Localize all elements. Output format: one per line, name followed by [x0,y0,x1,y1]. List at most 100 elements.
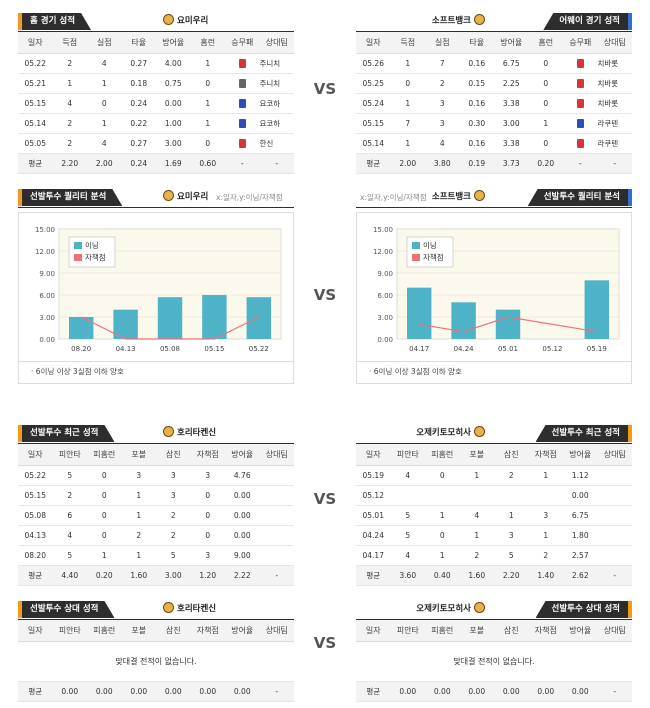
table-cell: 4 [52,93,87,114]
table-cell: 0 [190,505,225,526]
table-cell: 4 [87,53,122,74]
average-cell: 0.00 [459,681,494,702]
table-cell: 치바롯 [597,53,632,74]
average-cell: 0.00 [225,681,260,702]
team-name: 호리타켄신 [160,601,216,618]
column-header: 삼진 [494,444,529,466]
average-cell: 0.00 [156,681,191,702]
column-header: 일자 [18,32,53,54]
loss-indicator-icon [576,98,584,108]
table-cell: 0.16 [459,133,494,154]
innings-bar [584,280,610,339]
legend-swatch [74,254,82,261]
panel-title: 선발투수 최근 성적 [535,425,632,442]
x-tick-label: 05.01 [498,345,518,353]
table-cell: 1 [425,545,460,566]
team-name: 호리타켄신 [160,425,216,442]
table-row: 04.24 5 0 1 3 1 1.80 [356,525,632,546]
table-cell: 0.24 [121,93,156,114]
table-cell: 4.00 [156,53,191,74]
table-cell: 05.22 [18,53,53,74]
average-cell: 3.60 [390,565,425,586]
table-cell: 0 [87,485,122,506]
chart-footnote: · 6이닝 이상 3실점 이하 양호 [356,362,632,384]
average-cell: - [225,153,260,174]
average-cell: 0.00 [563,681,598,702]
table-cell [528,485,563,506]
pitcher-vs-left: 선발투수 상대 성적 호리타켄신 일자 피안타 피홈런 포볼 삼진 자책점 방어율 상대팀 맞대… [18,598,294,702]
average-cell: 0.20 [528,153,563,174]
table-cell: 05.25 [356,73,391,94]
vs-label: VS [313,634,337,652]
x-tick-label: 05.12 [542,345,562,353]
home-record-table: 일자 득점 실점 타율 방어율 홈런 승무패 상대팀 05.22 2 4 0.27 4.00 1 주니치 05… [18,32,294,174]
table-cell: 1 [87,73,122,94]
home-record-panel: 홈 경기 성적 요미우리 일자 득점 실점 타율 방어율 홈런 승무패 상대팀 05.22 2 4 0… [18,10,294,174]
column-header: 피안타 [390,620,425,642]
chart-footnote: · 6이닝 이상 3실점 이하 양호 [18,362,294,384]
y-tick-label: 6.00 [377,292,393,300]
table-cell [459,485,494,506]
innings-bar [113,309,138,339]
column-header: 상대팀 [597,620,632,642]
table-cell: 4 [87,133,122,154]
average-cell: 평균 [18,565,53,586]
team-logo-icon [163,14,174,25]
column-header: 삼진 [156,620,191,642]
table-cell [225,133,260,154]
average-cell: 2.62 [563,565,598,586]
legend-label: 이닝 [85,240,99,250]
table-cell: 2 [52,113,87,134]
win-indicator-icon [576,118,584,128]
table-cell: 5 [52,465,87,486]
column-header: 타율 [121,32,156,54]
team-logo-icon [163,190,174,201]
average-cell: - [597,153,632,174]
team-logo-icon [474,426,485,437]
table-cell: 2 [52,485,87,506]
average-row: 평균 2.20 2.00 0.24 1.69 0.60- - [18,153,294,174]
average-cell: 3.73 [494,153,529,174]
average-row: 평균 0.00 0.00 0.00 0.00 0.00 0.00- [18,681,294,702]
average-cell: 0.00 [190,681,225,702]
table-row: 05.01 5 1 4 1 3 6.75 [356,505,632,526]
away-record-panel: 소프트뱅크 어웨이 경기 성적 일자 득점 실점 타율 방어율 홈런 승무패 상대팀 05.26… [356,10,632,174]
table-cell: 요코하 [259,93,294,114]
table-cell: 05.15 [356,113,391,134]
y-tick-label: 15.00 [373,226,393,234]
x-tick-label: 04.17 [409,345,429,353]
team-name: 오제키토모히사 [416,425,488,442]
team-logo-icon [163,426,174,437]
table-cell: 5 [494,545,529,566]
column-header: 일자 [18,444,53,466]
average-cell: 0.00 [425,681,460,702]
table-cell: 05.12 [356,485,391,506]
table-cell: 4.76 [225,465,260,486]
column-header: 피안타 [390,444,425,466]
table-cell [259,525,294,546]
innings-bar [495,309,521,339]
table-cell: 0 [528,133,563,154]
average-cell: - [259,565,294,586]
loss-indicator-icon [576,58,584,68]
table-cell: 4 [52,525,87,546]
no-data-message: 맞대결 전적이 없습니다. [18,641,294,682]
table-cell: 2 [459,545,494,566]
table-cell: 0 [528,53,563,74]
table-cell: 1 [87,545,122,566]
panel-title: 선발투수 상대 성적 [18,601,114,618]
axis-note: x:일자,y:이닝/자책점 [216,193,283,202]
average-cell: 0.00 [87,681,122,702]
column-header: 상대팀 [597,32,632,54]
table-row: 05.08 6 0 1 2 0 0.00 [18,505,294,526]
y-tick-label: 0.00 [39,336,55,344]
x-tick-label: 05.08 [160,345,180,353]
table-cell: 0.00 [225,525,260,546]
table-cell: 05.15 [18,485,53,506]
table-cell: 0.16 [459,93,494,114]
average-cell: 1.69 [156,153,191,174]
table-cell: 05.22 [18,465,53,486]
table-row: 08.20 5 1 1 5 3 9.00 [18,545,294,566]
table-cell: 2.25 [494,73,529,94]
table-cell: 0 [528,93,563,114]
